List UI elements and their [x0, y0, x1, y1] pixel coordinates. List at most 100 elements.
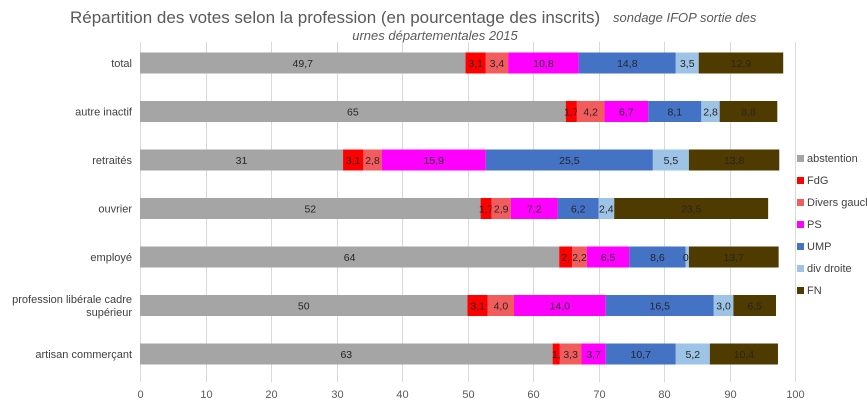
category-label: total — [111, 58, 132, 70]
data-label: 1,7 — [479, 204, 494, 216]
bar-segment-ump — [605, 295, 714, 316]
bar-segment-ps — [514, 295, 606, 316]
bar-segment-abstention — [140, 198, 481, 219]
x-tick-label: 90 — [724, 389, 736, 401]
bar-segment-fn — [698, 52, 784, 74]
data-label: 4,0 — [494, 301, 509, 313]
data-label: 5,5 — [664, 155, 679, 167]
legend: abstention FdG Divers gauche PS UMP div droit… — [797, 153, 867, 297]
bar-segment-fn — [688, 149, 780, 171]
data-label: 6,5 — [601, 252, 616, 264]
bar-segment-ps — [510, 198, 558, 219]
data-label: 14,8 — [617, 58, 638, 70]
data-label: 3,7 — [586, 349, 601, 361]
chart-title: Répartition des votes selon la professio… — [70, 8, 600, 27]
data-label: 6,2 — [571, 204, 586, 216]
legend-label: PS — [807, 219, 822, 231]
bar-segment-ump — [605, 343, 676, 365]
bar-segment-ps — [381, 149, 486, 171]
legend-label: UMP — [807, 241, 831, 253]
bar-segment-abstention — [140, 295, 468, 316]
data-label: 14,0 — [550, 301, 571, 313]
data-label: 10,7 — [631, 349, 652, 361]
category-label: autre inactif — [75, 107, 133, 119]
data-label: 65 — [347, 107, 359, 119]
data-label: 2, — [561, 252, 570, 264]
bar-segment-divers-gauche — [576, 101, 605, 122]
data-label: 3,3 — [563, 349, 578, 361]
chart-subtitle-line-2: urnes départementales 2015 — [352, 28, 518, 43]
bar-segment-ps — [508, 52, 579, 74]
category-label: retraités — [92, 155, 132, 167]
data-label: 2,9 — [494, 204, 509, 216]
bar-segment-fdg — [559, 246, 573, 268]
bar-segment-ump — [485, 149, 653, 171]
bar-segment-abstention — [140, 246, 560, 268]
legend-swatch — [797, 243, 804, 250]
x-tick-label: 30 — [331, 389, 343, 401]
bar-segment-div-droite — [713, 295, 734, 316]
bar-segment-ump — [557, 198, 599, 219]
legend-label: div droite — [807, 263, 852, 275]
bar-segment-div-droite — [598, 198, 615, 219]
data-label: 2,4 — [599, 204, 614, 216]
x-tick-label: 0 — [137, 389, 143, 401]
data-label: 6,5 — [747, 301, 762, 313]
bar-segment-divers-gauche — [487, 295, 515, 316]
bar-segment-divers-gauche — [363, 149, 382, 171]
data-label: 2,8 — [365, 155, 380, 167]
bar-segment-ps — [581, 343, 606, 365]
bar-segment-fdg — [467, 295, 488, 316]
bar-segment-fn — [733, 295, 777, 316]
x-tick-label: 100 — [786, 389, 804, 401]
legend-swatch — [797, 155, 804, 162]
data-label: 13,8 — [724, 155, 745, 167]
data-label: 15,9 — [424, 155, 445, 167]
data-label: 63 — [340, 349, 352, 361]
bar-segment-fn — [688, 246, 779, 268]
data-label: 3,1 — [468, 58, 483, 70]
bar-segment-fdg — [552, 343, 560, 365]
bar-segment-divers-gauche — [491, 198, 511, 219]
data-label: 16,5 — [650, 301, 671, 313]
bar-segment-div-droite — [675, 343, 710, 365]
data-label: 8,6 — [650, 252, 665, 264]
data-label: 64 — [344, 252, 356, 264]
chart-subtitle-line-1: sondage IFOP sortie des — [613, 10, 757, 25]
data-label: 2,8 — [703, 107, 718, 119]
data-label: 8,8 — [741, 107, 756, 119]
data-label: 12,9 — [731, 58, 752, 70]
bar-segment-ps — [604, 101, 649, 122]
data-label: 4,2 — [583, 107, 598, 119]
legend-swatch — [797, 199, 804, 206]
bar-segment-fn — [709, 343, 778, 365]
bar-segment-abstention — [140, 52, 466, 74]
x-tick-label: 70 — [593, 389, 605, 401]
bar-segment-fdg — [343, 149, 364, 171]
legend-swatch — [797, 177, 804, 184]
legend-swatch — [797, 265, 804, 272]
data-label: 13,7 — [724, 252, 745, 264]
legend-swatch — [797, 221, 804, 228]
legend-label: abstention — [807, 153, 858, 165]
data-label: 31 — [236, 155, 248, 167]
data-label: 10,4 — [734, 349, 755, 361]
bar-segment-divers-gauche — [559, 343, 582, 365]
bar-segment-fdg — [480, 198, 492, 219]
bar-segment-abstention — [140, 343, 553, 365]
bar-segment-abstention — [140, 101, 566, 122]
bar-segment-div-droite — [701, 101, 720, 122]
data-label: 52 — [304, 204, 316, 216]
data-label: 50 — [298, 301, 310, 313]
category-label: profession libérale cadre — [12, 294, 132, 306]
data-label: 3,0 — [716, 301, 731, 313]
legend-label: FN — [807, 285, 822, 297]
data-label: 6,7 — [619, 107, 634, 119]
bar-segment-divers-gauche — [572, 246, 587, 268]
legend-label: FdG — [807, 175, 828, 187]
category-label: ouvrier — [98, 204, 132, 216]
data-label: 3,1 — [346, 155, 361, 167]
category-labels: total autre inactif retraités ouvrier employ… — [12, 58, 133, 361]
bar-segment-ump — [578, 52, 676, 74]
